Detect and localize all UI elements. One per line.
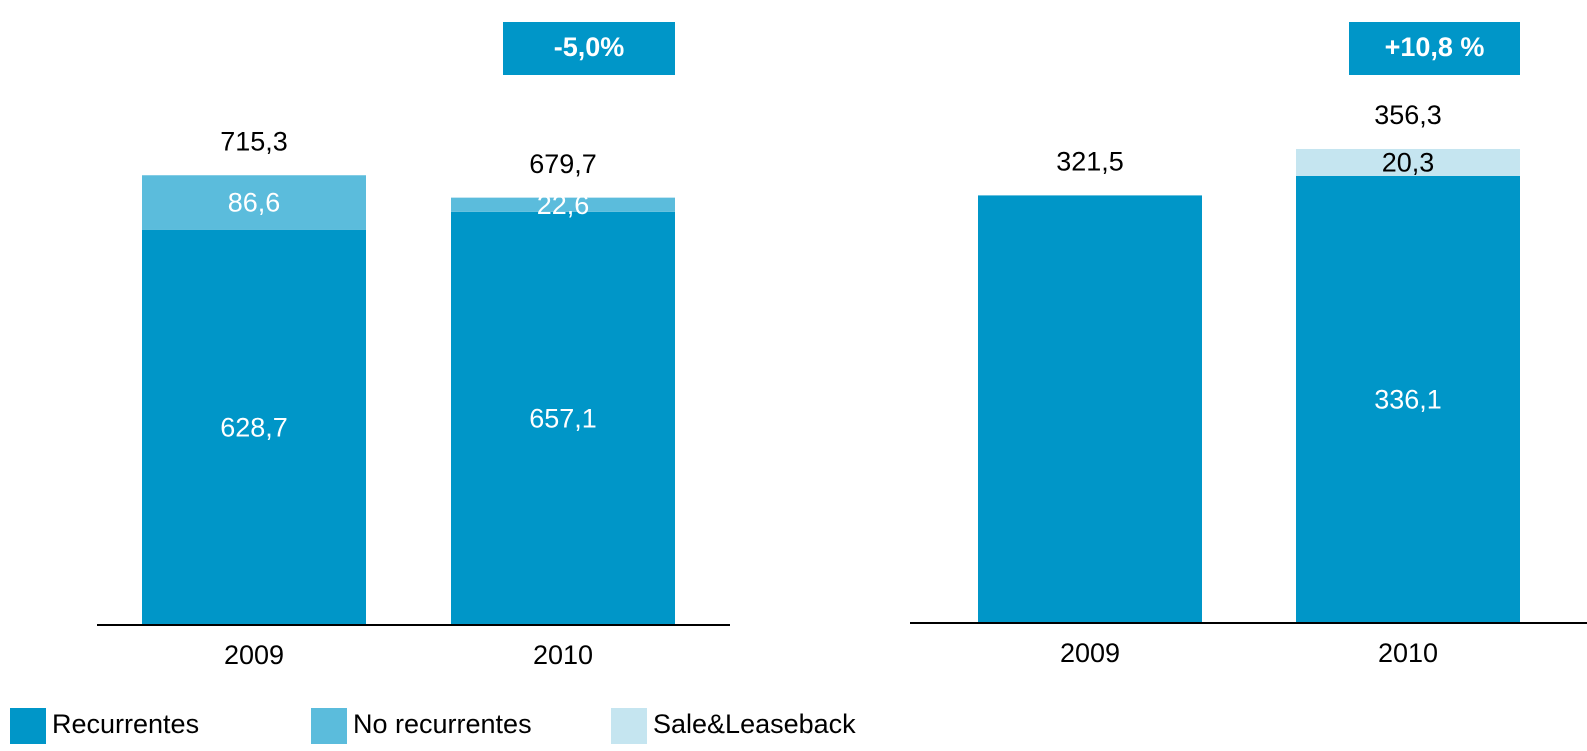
legend-swatch xyxy=(311,708,347,744)
bar-segment xyxy=(451,197,675,212)
x-tick-label: 2009 xyxy=(1060,638,1120,668)
total-label: 715,3 xyxy=(220,126,288,156)
value-label: 657,1 xyxy=(529,404,597,434)
legend-label: Sale&Leaseback xyxy=(653,709,856,739)
annotation-badge xyxy=(503,22,675,75)
annotation-badge xyxy=(1349,22,1520,75)
total-label: 356,3 xyxy=(1374,100,1442,130)
legend-swatch xyxy=(611,708,647,744)
total-label: 321,5 xyxy=(1056,147,1124,177)
legend-label: No recurrentes xyxy=(353,709,532,739)
value-label: 20,3 xyxy=(1382,148,1435,178)
value-label: 628,7 xyxy=(220,412,288,442)
value-label: 22,6 xyxy=(537,190,590,220)
legend-label: Recurrentes xyxy=(52,709,199,739)
value-label: 336,1 xyxy=(1374,385,1442,415)
bar-segment xyxy=(142,175,366,230)
annotation: -5,0% xyxy=(554,32,625,62)
legend-swatch xyxy=(10,708,46,744)
annotation: +10,8 % xyxy=(1385,32,1485,62)
x-tick-label: 2010 xyxy=(1378,638,1438,668)
x-tick-label: 2009 xyxy=(224,640,284,670)
bar-segment xyxy=(1296,148,1520,176)
value-label: 86,6 xyxy=(228,188,281,218)
x-tick-label: 2010 xyxy=(533,640,593,670)
bar-segment xyxy=(978,195,1202,623)
bar-segment xyxy=(1296,175,1520,623)
total-label: 679,7 xyxy=(529,149,597,179)
bar-segment xyxy=(451,211,675,625)
bar-segment xyxy=(142,229,366,625)
